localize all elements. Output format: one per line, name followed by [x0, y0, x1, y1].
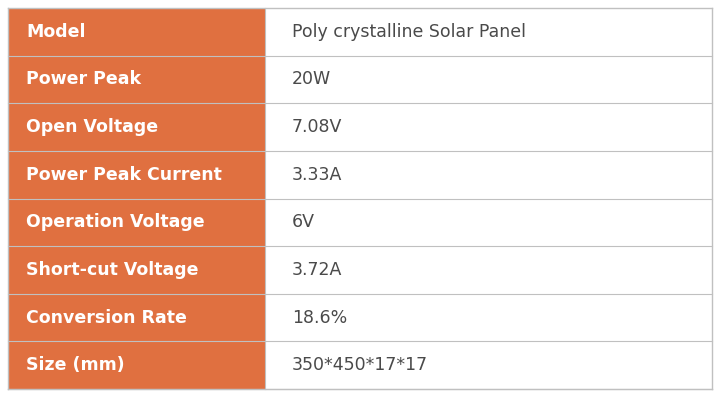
Text: Operation Voltage: Operation Voltage [26, 213, 204, 231]
Bar [265, 294, 712, 341]
Bar [8, 341, 265, 389]
Text: Open Voltage: Open Voltage [26, 118, 158, 136]
Text: 18.6%: 18.6% [292, 308, 347, 327]
Text: 6V: 6V [292, 213, 315, 231]
Text: Power Peak: Power Peak [26, 70, 141, 89]
Bar [265, 8, 712, 56]
Text: 7.08V: 7.08V [292, 118, 342, 136]
Bar [265, 341, 712, 389]
Bar [8, 151, 265, 198]
Bar [265, 198, 712, 246]
Bar [265, 246, 712, 294]
Bar [8, 294, 265, 341]
Bar [8, 246, 265, 294]
Bar [8, 198, 265, 246]
Text: Poly crystalline Solar Panel: Poly crystalline Solar Panel [292, 23, 526, 41]
Text: Power Peak Current: Power Peak Current [26, 166, 222, 184]
Bar [265, 151, 712, 198]
Bar [265, 103, 712, 151]
Text: 3.72A: 3.72A [292, 261, 342, 279]
Text: Conversion Rate: Conversion Rate [26, 308, 187, 327]
Bar [8, 103, 265, 151]
Bar [8, 56, 265, 103]
Text: 350*450*17*17: 350*450*17*17 [292, 356, 428, 374]
Text: Size (mm): Size (mm) [26, 356, 125, 374]
Text: Short-cut Voltage: Short-cut Voltage [26, 261, 199, 279]
Text: 20W: 20W [292, 70, 331, 89]
Text: 3.33A: 3.33A [292, 166, 342, 184]
Bar [8, 8, 265, 56]
Text: Model: Model [26, 23, 86, 41]
Bar [265, 56, 712, 103]
